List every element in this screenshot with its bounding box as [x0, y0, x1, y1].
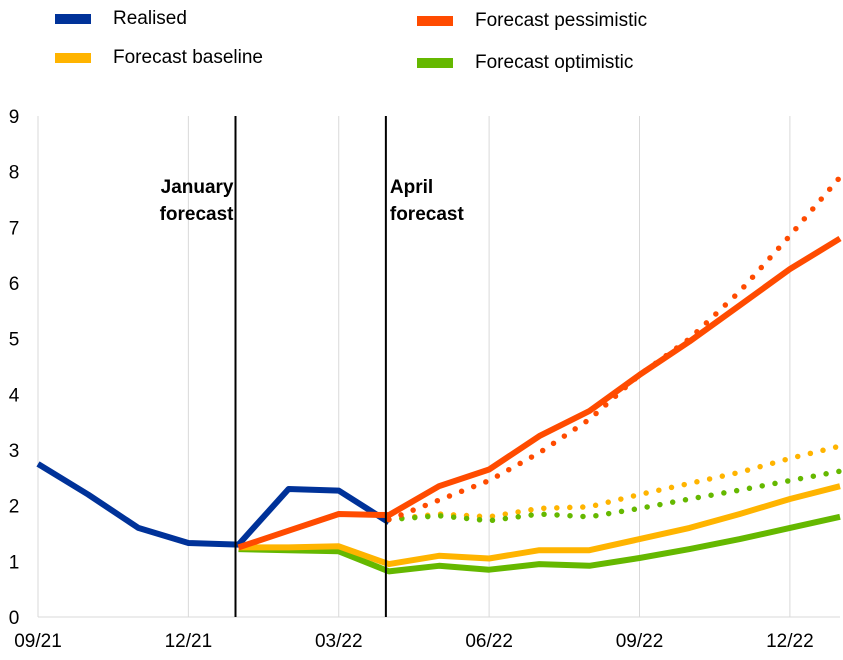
legend-item-baseline: Forecast baseline [55, 47, 263, 69]
legend-swatch-realised [55, 14, 91, 24]
x-tick-label-4: 09/22 [616, 631, 664, 652]
y-tick-label-5: 5 [9, 330, 20, 351]
legend-swatch-optimistic [417, 58, 453, 68]
series-line-forecast-pessimistic [237, 235, 842, 551]
y-tick-label-2: 2 [9, 497, 20, 518]
series-line-forecast-pessimistic-april [386, 174, 843, 523]
legend-label-optimistic: Forecast optimistic [475, 52, 634, 73]
legend-swatch-baseline [55, 53, 91, 63]
legend: Realised Forecast pessimistic Forecast b… [0, 0, 843, 90]
forecast-annotation-1-line-0: April [390, 177, 433, 198]
forecast-annotation-0-line-0: January [161, 177, 234, 198]
legend-label-pessimistic: Forecast pessimistic [475, 10, 648, 31]
x-tick-label-5: 12/22 [766, 631, 814, 652]
legend-swatch-pessimistic [417, 16, 453, 26]
legend-label-baseline: Forecast baseline [113, 47, 263, 68]
x-tick-label-3: 06/22 [465, 631, 513, 652]
forecast-annotation-0-line-1: forecast [160, 204, 235, 225]
y-tick-label-9: 9 [9, 107, 20, 128]
legend-label-realised: Realised [113, 8, 187, 29]
series-line-realised [36, 461, 391, 548]
series-line-forecast-optimistic [238, 513, 841, 575]
legend-item-optimistic: Forecast optimistic [417, 52, 633, 74]
legend-item-pessimistic: Forecast pessimistic [417, 10, 647, 32]
series-line-forecast-baseline-april [386, 443, 843, 523]
series-line-forecast-baseline [238, 483, 841, 568]
forecast-annotation-1-line-1: forecast [390, 204, 465, 225]
y-tick-label-1: 1 [9, 552, 20, 573]
y-tick-label-4: 4 [9, 385, 20, 406]
y-tick-label-7: 7 [9, 218, 20, 239]
y-tick-label-6: 6 [9, 274, 20, 295]
x-tick-label-1: 12/21 [165, 631, 213, 652]
y-tick-label-0: 0 [9, 608, 20, 629]
series-line-forecast-optimistic-april [386, 468, 843, 524]
legend-item-realised: Realised [55, 8, 187, 30]
x-tick-label-2: 03/22 [315, 631, 363, 652]
y-tick-label-3: 3 [9, 441, 20, 462]
y-tick-label-8: 8 [9, 163, 20, 184]
x-tick-label-0: 09/21 [14, 631, 62, 652]
